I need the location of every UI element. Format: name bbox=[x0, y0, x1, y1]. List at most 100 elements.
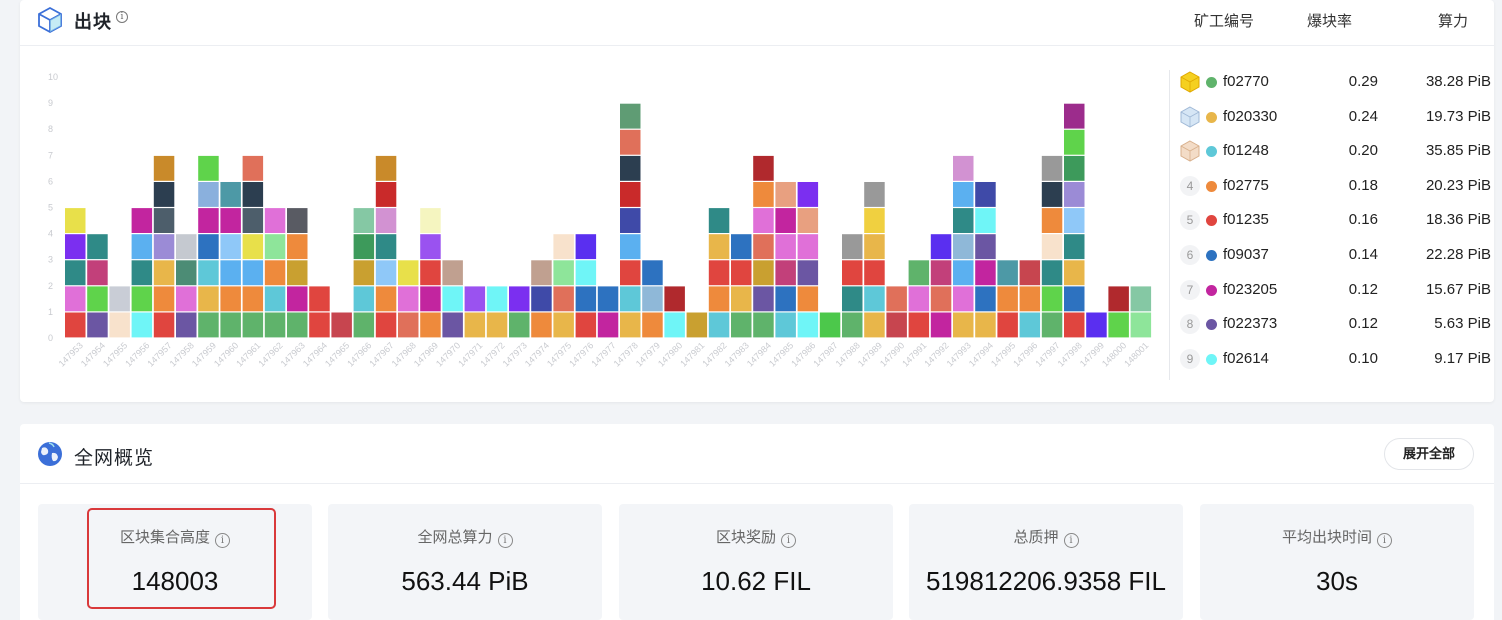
block-segment[interactable] bbox=[198, 260, 219, 286]
block-segment[interactable] bbox=[775, 182, 796, 207]
block-segment[interactable] bbox=[620, 182, 641, 207]
block-segment[interactable] bbox=[176, 286, 197, 312]
block-segment[interactable] bbox=[953, 234, 974, 260]
ranking-row[interactable]: f02770 0.29 38.28 PiB bbox=[1175, 66, 1495, 101]
block-segment[interactable] bbox=[220, 234, 241, 260]
block-segment[interactable] bbox=[997, 260, 1018, 286]
block-segment[interactable] bbox=[309, 312, 330, 338]
block-segment[interactable] bbox=[1108, 312, 1129, 338]
block-segment[interactable] bbox=[1041, 312, 1063, 338]
block-segment[interactable] bbox=[131, 286, 153, 312]
block-segment[interactable] bbox=[975, 182, 996, 207]
block-segment[interactable] bbox=[331, 312, 352, 338]
block-segment[interactable] bbox=[731, 286, 752, 312]
block-segment[interactable] bbox=[708, 260, 730, 286]
info-icon[interactable]: i bbox=[497, 533, 513, 548]
block-segment[interactable] bbox=[264, 208, 286, 233]
block-segment[interactable] bbox=[287, 260, 308, 286]
block-segment[interactable] bbox=[864, 286, 885, 312]
block-segment[interactable] bbox=[1064, 182, 1085, 207]
miner-id-link[interactable]: f023205 bbox=[1223, 280, 1278, 298]
block-segment[interactable] bbox=[1086, 312, 1107, 338]
block-segment[interactable] bbox=[398, 286, 419, 312]
block-segment[interactable] bbox=[553, 286, 574, 312]
block-segment[interactable] bbox=[420, 260, 441, 286]
block-segment[interactable] bbox=[842, 234, 863, 260]
block-segment[interactable] bbox=[242, 234, 264, 260]
block-segment[interactable] bbox=[375, 260, 397, 286]
block-segment[interactable] bbox=[664, 312, 685, 338]
block-segment[interactable] bbox=[620, 129, 641, 155]
block-segment[interactable] bbox=[864, 208, 885, 233]
block-segment[interactable] bbox=[930, 286, 952, 312]
block-segment[interactable] bbox=[353, 286, 375, 312]
block-segment[interactable] bbox=[287, 208, 308, 233]
miner-id-link[interactable]: f02614 bbox=[1223, 349, 1269, 367]
block-segment[interactable] bbox=[775, 208, 796, 233]
block-segment[interactable] bbox=[953, 208, 974, 233]
block-segment[interactable] bbox=[1130, 286, 1152, 312]
block-segment[interactable] bbox=[242, 312, 264, 338]
block-segment[interactable] bbox=[65, 286, 86, 312]
block-segment[interactable] bbox=[264, 234, 286, 260]
info-icon[interactable]: i bbox=[215, 533, 230, 548]
block-segment[interactable] bbox=[1130, 312, 1152, 338]
block-segment[interactable] bbox=[220, 312, 241, 338]
miner-id-link[interactable]: f02770 bbox=[1223, 73, 1269, 90]
block-segment[interactable] bbox=[930, 234, 952, 260]
block-segment[interactable] bbox=[198, 182, 219, 207]
block-segment[interactable] bbox=[531, 286, 552, 312]
block-segment[interactable] bbox=[176, 312, 197, 338]
block-segment[interactable] bbox=[65, 260, 86, 286]
block-segment[interactable] bbox=[953, 312, 974, 338]
block-segment[interactable] bbox=[797, 312, 819, 338]
block-segment[interactable] bbox=[198, 312, 219, 338]
block-segment[interactable] bbox=[708, 234, 730, 260]
block-segment[interactable] bbox=[198, 234, 219, 260]
block-segment[interactable] bbox=[620, 260, 641, 286]
block-segment[interactable] bbox=[309, 286, 330, 312]
block-segment[interactable] bbox=[575, 260, 597, 286]
block-segment[interactable] bbox=[797, 286, 819, 312]
block-segment[interactable] bbox=[220, 208, 241, 233]
block-segment[interactable] bbox=[375, 208, 397, 233]
block-segment[interactable] bbox=[953, 155, 974, 181]
block-segment[interactable] bbox=[1064, 129, 1085, 155]
block-segment[interactable] bbox=[864, 312, 885, 338]
block-segment[interactable] bbox=[775, 234, 796, 260]
block-segment[interactable] bbox=[287, 234, 308, 260]
block-segment[interactable] bbox=[797, 208, 819, 233]
miner-id-link[interactable]: f01248 bbox=[1223, 142, 1269, 160]
block-segment[interactable] bbox=[686, 312, 708, 338]
block-segment[interactable] bbox=[464, 312, 486, 338]
block-segment[interactable] bbox=[420, 234, 441, 260]
block-segment[interactable] bbox=[264, 312, 286, 338]
block-segment[interactable] bbox=[753, 234, 774, 260]
block-segment[interactable] bbox=[176, 234, 197, 260]
block-segment[interactable] bbox=[842, 312, 863, 338]
block-segment[interactable] bbox=[287, 286, 308, 312]
block-segment[interactable] bbox=[65, 312, 86, 338]
block-segment[interactable] bbox=[997, 312, 1018, 338]
ranking-row[interactable]: 8 f022373 0.12 5.63 PiB bbox=[1175, 308, 1495, 343]
block-segment[interactable] bbox=[1041, 155, 1063, 181]
block-segment[interactable] bbox=[753, 312, 774, 338]
block-segment[interactable] bbox=[1041, 260, 1063, 286]
block-segment[interactable] bbox=[131, 234, 153, 260]
block-segment[interactable] bbox=[975, 260, 996, 286]
block-segment[interactable] bbox=[620, 103, 641, 129]
block-segment[interactable] bbox=[753, 182, 774, 207]
block-segment[interactable] bbox=[753, 260, 774, 286]
ranking-row[interactable]: 6 f09037 0.14 22.28 PiB bbox=[1175, 239, 1495, 274]
block-segment[interactable] bbox=[375, 286, 397, 312]
block-segment[interactable] bbox=[864, 234, 885, 260]
block-segment[interactable] bbox=[575, 312, 597, 338]
ranking-row[interactable]: f01248 0.20 35.85 PiB bbox=[1175, 135, 1495, 170]
expand-all-button[interactable]: 展开全部 bbox=[1384, 438, 1474, 470]
block-segment[interactable] bbox=[287, 312, 308, 338]
block-segment[interactable] bbox=[242, 260, 264, 286]
block-segment[interactable] bbox=[553, 312, 574, 338]
block-segment[interactable] bbox=[708, 208, 730, 233]
block-segment[interactable] bbox=[797, 182, 819, 207]
block-segment[interactable] bbox=[264, 260, 286, 286]
